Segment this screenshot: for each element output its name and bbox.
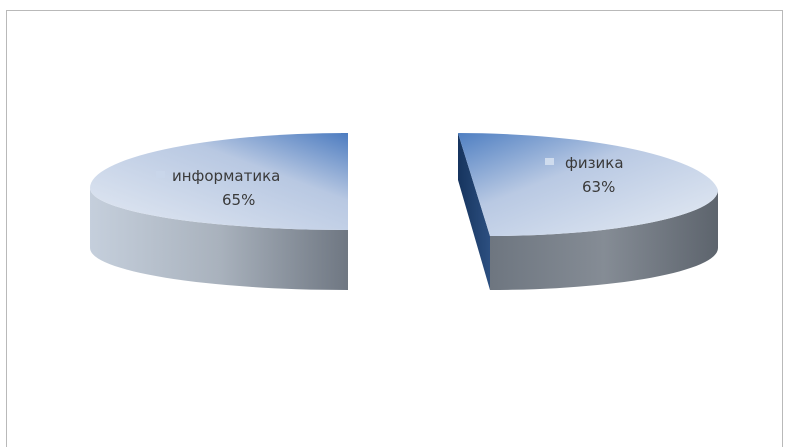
slice-fizika-cut xyxy=(458,133,490,290)
slice-fizika-side xyxy=(490,190,718,290)
slice-informatika-side xyxy=(90,188,348,290)
slice-label-value: 65% xyxy=(222,191,255,209)
legend-marker-informatika xyxy=(156,171,165,178)
slice-fizika: физика 63% xyxy=(458,133,718,290)
slice-label-name: физика xyxy=(565,154,624,172)
slice-fizika-top xyxy=(458,133,718,236)
slice-label-value: 63% xyxy=(582,178,615,196)
legend-marker-fizika xyxy=(545,158,554,165)
slice-informatika: информатика 65% xyxy=(90,133,348,290)
slice-informatika-top xyxy=(90,133,348,230)
slice-label-name: информатика xyxy=(172,167,280,185)
